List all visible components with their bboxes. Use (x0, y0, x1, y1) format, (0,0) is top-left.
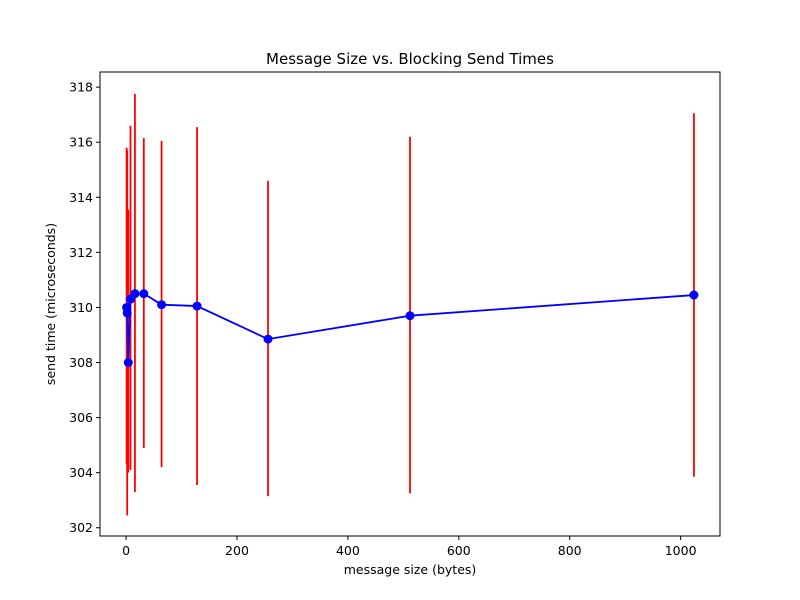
plot-area (122, 94, 699, 516)
y-tick-label: 316 (69, 135, 93, 150)
x-tick-label: 0 (122, 543, 130, 558)
x-tick-label: 800 (558, 543, 582, 558)
x-tick-label: 1000 (665, 543, 697, 558)
x-tick-label: 200 (225, 543, 249, 558)
y-tick-label: 310 (69, 300, 93, 315)
y-tick-label: 304 (69, 465, 93, 480)
data-point (157, 300, 167, 310)
data-point (689, 290, 699, 300)
data-point (263, 334, 273, 344)
data-point (130, 289, 140, 299)
x-tick-label: 600 (447, 543, 471, 558)
axes-frame (99, 71, 721, 537)
data-point (139, 289, 149, 299)
data-point (122, 308, 132, 318)
y-tick-label: 312 (69, 245, 93, 260)
data-point (192, 301, 202, 311)
y-tick-label: 318 (69, 80, 93, 95)
y-tick-label: 306 (69, 410, 93, 425)
chart-title: Message Size vs. Blocking Send Times (266, 50, 554, 68)
data-point (405, 311, 415, 321)
y-axis-label: send time (microseconds) (43, 223, 58, 385)
y-tick-label: 314 (69, 190, 93, 205)
data-point (123, 358, 133, 368)
x-axis-label: message size (bytes) (344, 562, 477, 577)
x-axis-ticks: 0 200 400 600 800 1000 (122, 536, 697, 558)
y-axis-ticks: 302 304 306 308 310 312 314 316 318 (69, 80, 100, 535)
x-tick-label: 400 (336, 543, 360, 558)
y-tick-label: 302 (69, 520, 93, 535)
y-tick-label: 308 (69, 355, 93, 370)
